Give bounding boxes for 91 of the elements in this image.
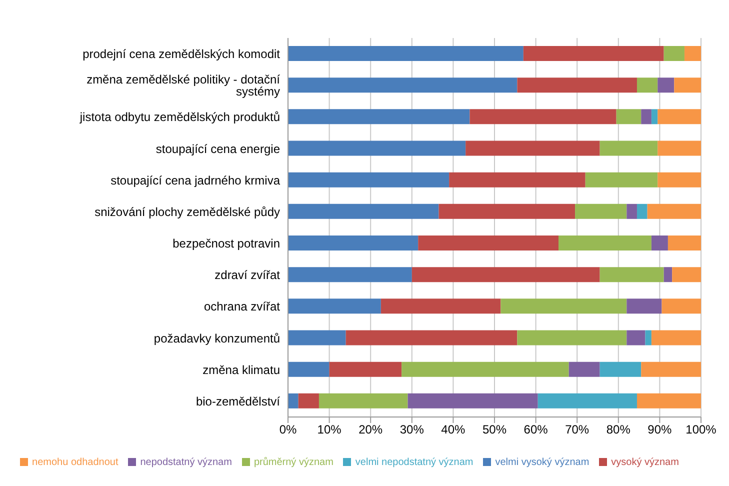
bar [658, 172, 701, 188]
bar [517, 330, 627, 346]
bar [651, 236, 668, 250]
bar [626, 204, 637, 219]
x-tick-label: 90% [648, 422, 672, 437]
x-tick-label: 0% [279, 422, 297, 437]
legend-label: velmi nepodstatný význam [355, 457, 474, 468]
y-tick-label: změna klimatu [202, 362, 280, 377]
y-tick-label: ochrana zvířat [204, 300, 281, 314]
bar [658, 140, 701, 156]
legend-label: vysoký význam [611, 457, 679, 468]
x-tick-label: 10% [317, 422, 342, 437]
y-tick-label: požadavky konzumentů [154, 331, 280, 346]
bar [288, 298, 381, 314]
bar [329, 362, 402, 377]
x-tick-label: 30% [400, 422, 424, 437]
y-tick-label: snižování plochy zemědělské půdy [94, 204, 280, 219]
bar [318, 393, 408, 408]
bar [641, 109, 652, 124]
bar [288, 172, 450, 188]
bar [466, 140, 600, 156]
legend-label: průměrný význam [254, 457, 334, 468]
bar [616, 109, 642, 124]
x-tick-label: 20% [358, 422, 383, 437]
bar [298, 393, 319, 408]
bar [684, 46, 701, 61]
bar [449, 172, 586, 188]
bar [636, 393, 701, 408]
y-tick-label: bezpečnost potravin [172, 236, 280, 251]
x-tick-label: 100% [686, 422, 717, 437]
bar [658, 78, 674, 93]
bar [636, 78, 658, 93]
bar [672, 267, 701, 282]
bar [412, 267, 600, 282]
bar [408, 393, 538, 408]
bar [288, 393, 298, 408]
bar [402, 362, 569, 377]
bar [438, 204, 576, 219]
bar [558, 236, 652, 250]
bar [288, 362, 330, 377]
bar [288, 46, 524, 61]
bar [600, 362, 642, 377]
legend-label: velmi vysoký význam [495, 457, 590, 468]
x-tick-label: 40% [441, 422, 466, 437]
y-tick-label: jistota odbytu zemědělských produktů [78, 110, 280, 124]
bar [575, 204, 627, 219]
bar [568, 362, 600, 377]
bar [626, 330, 646, 346]
bar [346, 330, 518, 346]
bar [538, 393, 637, 408]
bar [470, 109, 616, 124]
bar [500, 298, 627, 314]
bar [288, 78, 518, 93]
y-tick-label: prodejní cena zemědělských komodit [82, 47, 281, 62]
x-tick-label: 70% [565, 422, 590, 437]
y-tick-label: bio-zemědělství [196, 394, 281, 408]
bar [288, 330, 346, 346]
bar [288, 109, 470, 124]
bar [645, 330, 652, 346]
y-tick-label: změna zemědělské politiky - dotační systémy [86, 72, 281, 99]
bar [668, 236, 701, 250]
bar [523, 46, 664, 61]
bar [664, 267, 672, 282]
bar [288, 204, 439, 219]
bar [662, 298, 701, 314]
bar [674, 78, 701, 93]
bar [517, 78, 637, 93]
bar [600, 267, 664, 282]
bar [658, 109, 701, 124]
bar [380, 298, 501, 314]
bar [288, 236, 418, 250]
bar [664, 46, 684, 61]
bar [636, 204, 648, 219]
y-tick-label: stoupající cena energie [156, 142, 280, 156]
x-tick-label: 80% [606, 422, 631, 437]
x-tick-label: 50% [482, 422, 507, 437]
bar [288, 140, 466, 156]
bar [641, 362, 701, 377]
bar [647, 204, 701, 219]
y-tick-label: stoupající cena jadrného krmiva [110, 173, 280, 188]
bar [651, 109, 658, 124]
bar [585, 172, 658, 188]
y-tick-label: zdraví zvířat [214, 268, 281, 282]
legend-label: nemohu odhadnout [32, 457, 118, 468]
bar [418, 236, 559, 250]
x-tick-label: 60% [524, 422, 548, 437]
bar [626, 298, 662, 314]
bar [600, 140, 658, 156]
bar [288, 267, 412, 282]
bar [651, 330, 701, 346]
legend-label: nepodstatný význam [140, 457, 232, 468]
